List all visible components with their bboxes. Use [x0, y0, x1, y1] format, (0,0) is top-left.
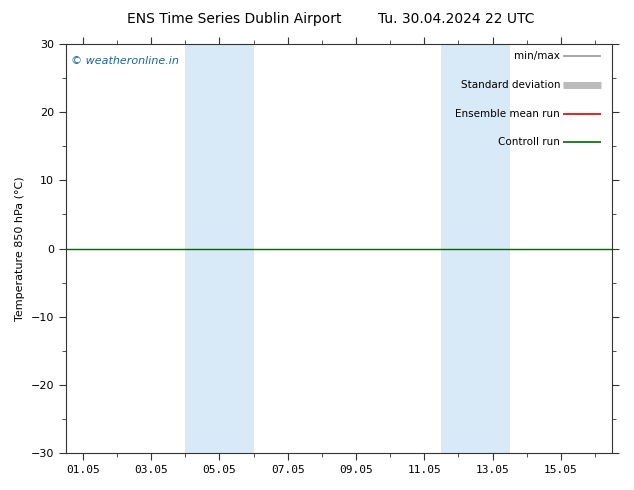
Text: Controll run: Controll run: [498, 137, 560, 147]
Text: ENS Time Series Dublin Airport: ENS Time Series Dublin Airport: [127, 12, 342, 26]
Text: min/max: min/max: [514, 51, 560, 61]
Text: Ensemble mean run: Ensemble mean run: [455, 109, 560, 119]
Bar: [441, 44, 510, 453]
Text: Standard deviation: Standard deviation: [461, 80, 560, 90]
Text: Tu. 30.04.2024 22 UTC: Tu. 30.04.2024 22 UTC: [378, 12, 534, 26]
Text: © weatheronline.in: © weatheronline.in: [71, 56, 179, 66]
Y-axis label: Temperature 850 hPa (°C): Temperature 850 hPa (°C): [15, 176, 25, 321]
Bar: [185, 44, 254, 453]
